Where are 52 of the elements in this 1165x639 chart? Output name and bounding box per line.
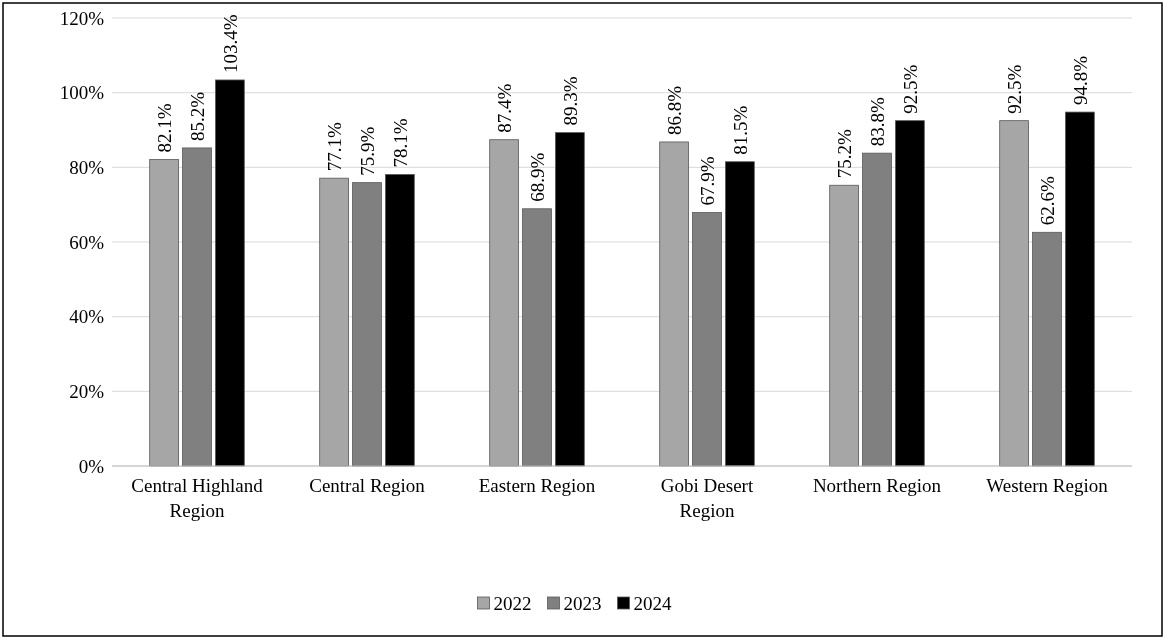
data-label: 68.9% xyxy=(527,152,548,202)
bar xyxy=(215,79,245,467)
bar xyxy=(1065,111,1095,467)
legend-label: 2024 xyxy=(633,592,672,614)
bar xyxy=(862,152,892,467)
y-tick-label: 60% xyxy=(69,231,105,253)
data-label: 62.6% xyxy=(1037,176,1058,226)
y-tick-label: 80% xyxy=(69,156,105,178)
data-label: 87.4% xyxy=(494,83,516,133)
bar xyxy=(895,120,925,467)
data-label: 86.8% xyxy=(664,85,686,135)
y-tick-label: 0% xyxy=(78,455,105,477)
bar xyxy=(999,120,1029,467)
data-label: 92.5% xyxy=(1004,64,1026,114)
y-tick-label: 120% xyxy=(59,7,105,29)
legend-label: 2022 xyxy=(493,592,532,614)
x-tick-label: Eastern Region xyxy=(478,475,596,496)
bar xyxy=(385,174,415,467)
bar xyxy=(555,132,585,467)
bar xyxy=(522,208,552,467)
x-tick-label: Gobi Desert Region xyxy=(660,475,754,521)
data-label: 82.1% xyxy=(154,103,176,153)
bar xyxy=(149,159,179,467)
y-tick-label: 40% xyxy=(69,306,105,328)
legend-label: 2023 xyxy=(563,592,602,614)
x-tick-label: Western Region xyxy=(986,475,1109,496)
x-tick-label: Northern Region xyxy=(812,475,942,496)
bar xyxy=(352,182,382,467)
data-label: 94.8% xyxy=(1069,55,1091,106)
data-label: 78.1% xyxy=(389,118,411,168)
data-label: 67.9% xyxy=(697,156,718,206)
data-label: 89.3% xyxy=(559,76,581,126)
x-tick-label: Central Highland Region xyxy=(131,475,264,521)
x-tick-label: Central Region xyxy=(309,475,426,496)
y-tick-label: 20% xyxy=(69,380,105,402)
bar xyxy=(182,147,212,467)
data-label: 77.1% xyxy=(324,121,346,172)
bar xyxy=(692,212,722,467)
data-label: 85.2% xyxy=(187,91,208,141)
bar xyxy=(829,184,859,467)
data-label: 103.4% xyxy=(219,14,241,73)
data-label: 92.5% xyxy=(899,64,921,114)
bar xyxy=(1032,231,1062,467)
data-label: 75.9% xyxy=(357,126,378,176)
bar xyxy=(659,141,689,467)
data-label: 83.8% xyxy=(867,96,888,147)
data-label: 81.5% xyxy=(729,105,751,155)
bar xyxy=(319,177,349,467)
bar xyxy=(725,161,755,467)
y-tick-label: 100% xyxy=(59,82,105,104)
data-label: 75.2% xyxy=(834,129,856,179)
bar xyxy=(489,139,519,467)
